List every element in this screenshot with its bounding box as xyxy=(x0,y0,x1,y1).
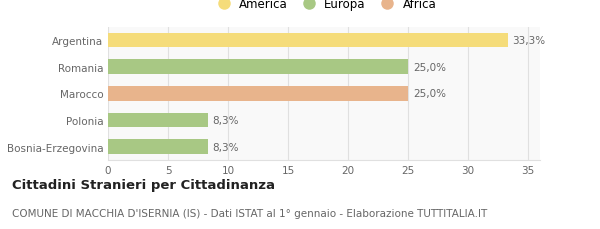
Text: 8,3%: 8,3% xyxy=(212,115,239,125)
Text: Cittadini Stranieri per Cittadinanza: Cittadini Stranieri per Cittadinanza xyxy=(12,179,275,192)
Bar xyxy=(108,113,208,128)
Text: 25,0%: 25,0% xyxy=(413,89,446,99)
Text: 33,3%: 33,3% xyxy=(512,36,545,46)
Text: COMUNE DI MACCHIA D'ISERNIA (IS) - Dati ISTAT al 1° gennaio - Elaborazione TUTTI: COMUNE DI MACCHIA D'ISERNIA (IS) - Dati … xyxy=(12,208,487,218)
Bar xyxy=(108,60,408,75)
Bar xyxy=(108,140,208,154)
Bar xyxy=(108,87,408,101)
Legend: America, Europa, Africa: America, Europa, Africa xyxy=(212,0,436,11)
Text: 8,3%: 8,3% xyxy=(212,142,239,152)
Bar xyxy=(108,33,508,48)
Text: 25,0%: 25,0% xyxy=(413,62,446,72)
